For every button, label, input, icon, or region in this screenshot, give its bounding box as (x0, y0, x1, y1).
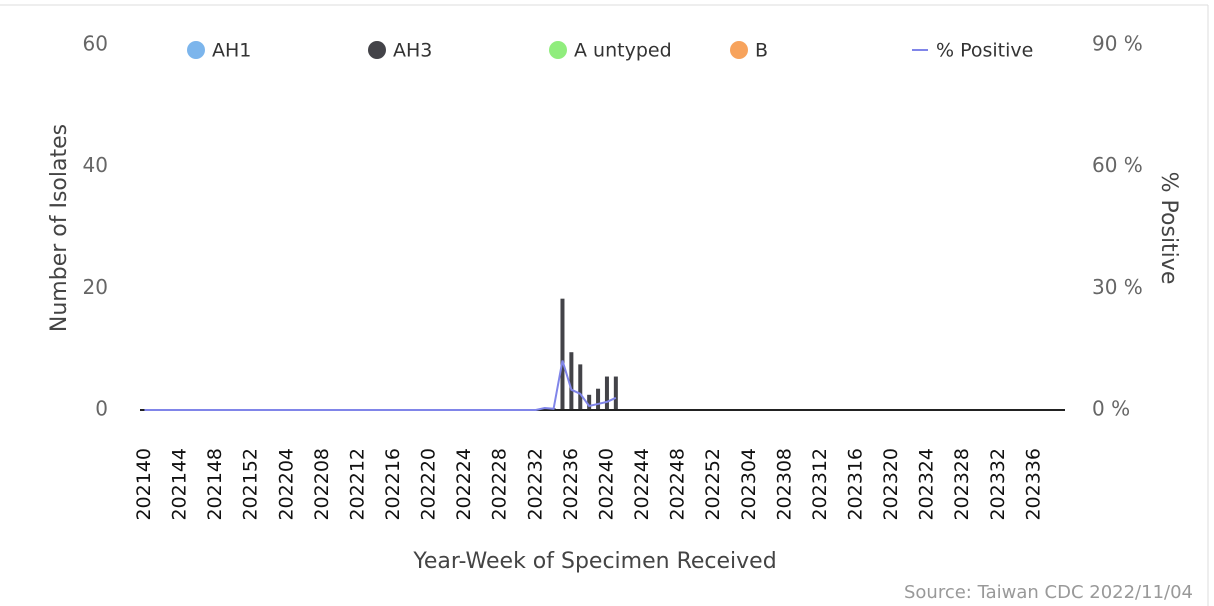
legend-marker (549, 41, 567, 59)
x-tick-label: 202216 (382, 448, 404, 521)
x-tick-label: 202144 (169, 448, 191, 521)
legend-marker (368, 41, 386, 59)
x-tick-label: 202228 (489, 448, 511, 521)
x-tick-label: 202232 (524, 448, 546, 521)
x-tick-label: 202140 (133, 448, 155, 521)
legend-marker (730, 41, 748, 59)
line-series (144, 360, 617, 411)
x-tick-label: 202212 (346, 448, 368, 521)
x-tick-label: 202332 (987, 448, 1009, 521)
x-tick-label: 202316 (844, 448, 866, 521)
x-tick-label: 202148 (204, 448, 226, 521)
x-tick-label: 202248 (667, 448, 689, 521)
legend-label: B (755, 40, 768, 62)
y2-tick-label: 30 % (1092, 275, 1143, 299)
y-axis-title: Number of Isolates (47, 124, 72, 332)
x-tick-label: 202204 (275, 448, 297, 521)
legend-label: A untyped (574, 40, 672, 62)
x-axis-title: Year-Week of Specimen Received (412, 549, 776, 574)
y2-tick-label: 60 % (1092, 153, 1143, 177)
x-tick-label: 202236 (560, 448, 582, 521)
x-tick-label: 202308 (773, 448, 795, 521)
x-tick-label: 202208 (311, 448, 333, 521)
x-tick-label: 202252 (702, 448, 724, 521)
legend-label: AH3 (393, 40, 432, 62)
y2-axis-title: % Positive (1156, 172, 1181, 285)
x-tick-label: 202240 (595, 448, 617, 521)
y2-tick-label: 90 % (1092, 32, 1143, 56)
legend-label: % Positive (936, 40, 1033, 62)
x-tick-label: 202336 (1022, 448, 1044, 521)
y2-tick-label: 0 % (1092, 397, 1130, 421)
legend-marker (187, 41, 205, 59)
bar (578, 364, 583, 410)
x-tick-label: 202312 (809, 448, 831, 521)
bar (596, 388, 601, 410)
y-tick-label: 60 (83, 32, 108, 56)
bar (560, 298, 565, 410)
x-tick-label: 202152 (240, 448, 262, 521)
x-tick-label: 202304 (738, 448, 760, 521)
bar (604, 376, 609, 410)
x-tick-label: 202328 (951, 448, 973, 521)
source: Source: Taiwan CDC 2022/11/04 (904, 582, 1193, 603)
y-tick-label: 40 (83, 153, 108, 177)
bar (569, 352, 574, 410)
bar (613, 376, 618, 410)
x-tick-label: 202224 (453, 448, 475, 521)
bar (587, 394, 592, 410)
x-tick-label: 202320 (880, 448, 902, 521)
x-tick-label: 202324 (916, 448, 938, 521)
x-tick-label: 202220 (418, 448, 440, 521)
y-tick-label: 0 (95, 397, 108, 421)
x-tick-label: 202244 (631, 448, 653, 521)
y-tick-label: 20 (83, 275, 108, 299)
legend-label: AH1 (212, 40, 251, 62)
